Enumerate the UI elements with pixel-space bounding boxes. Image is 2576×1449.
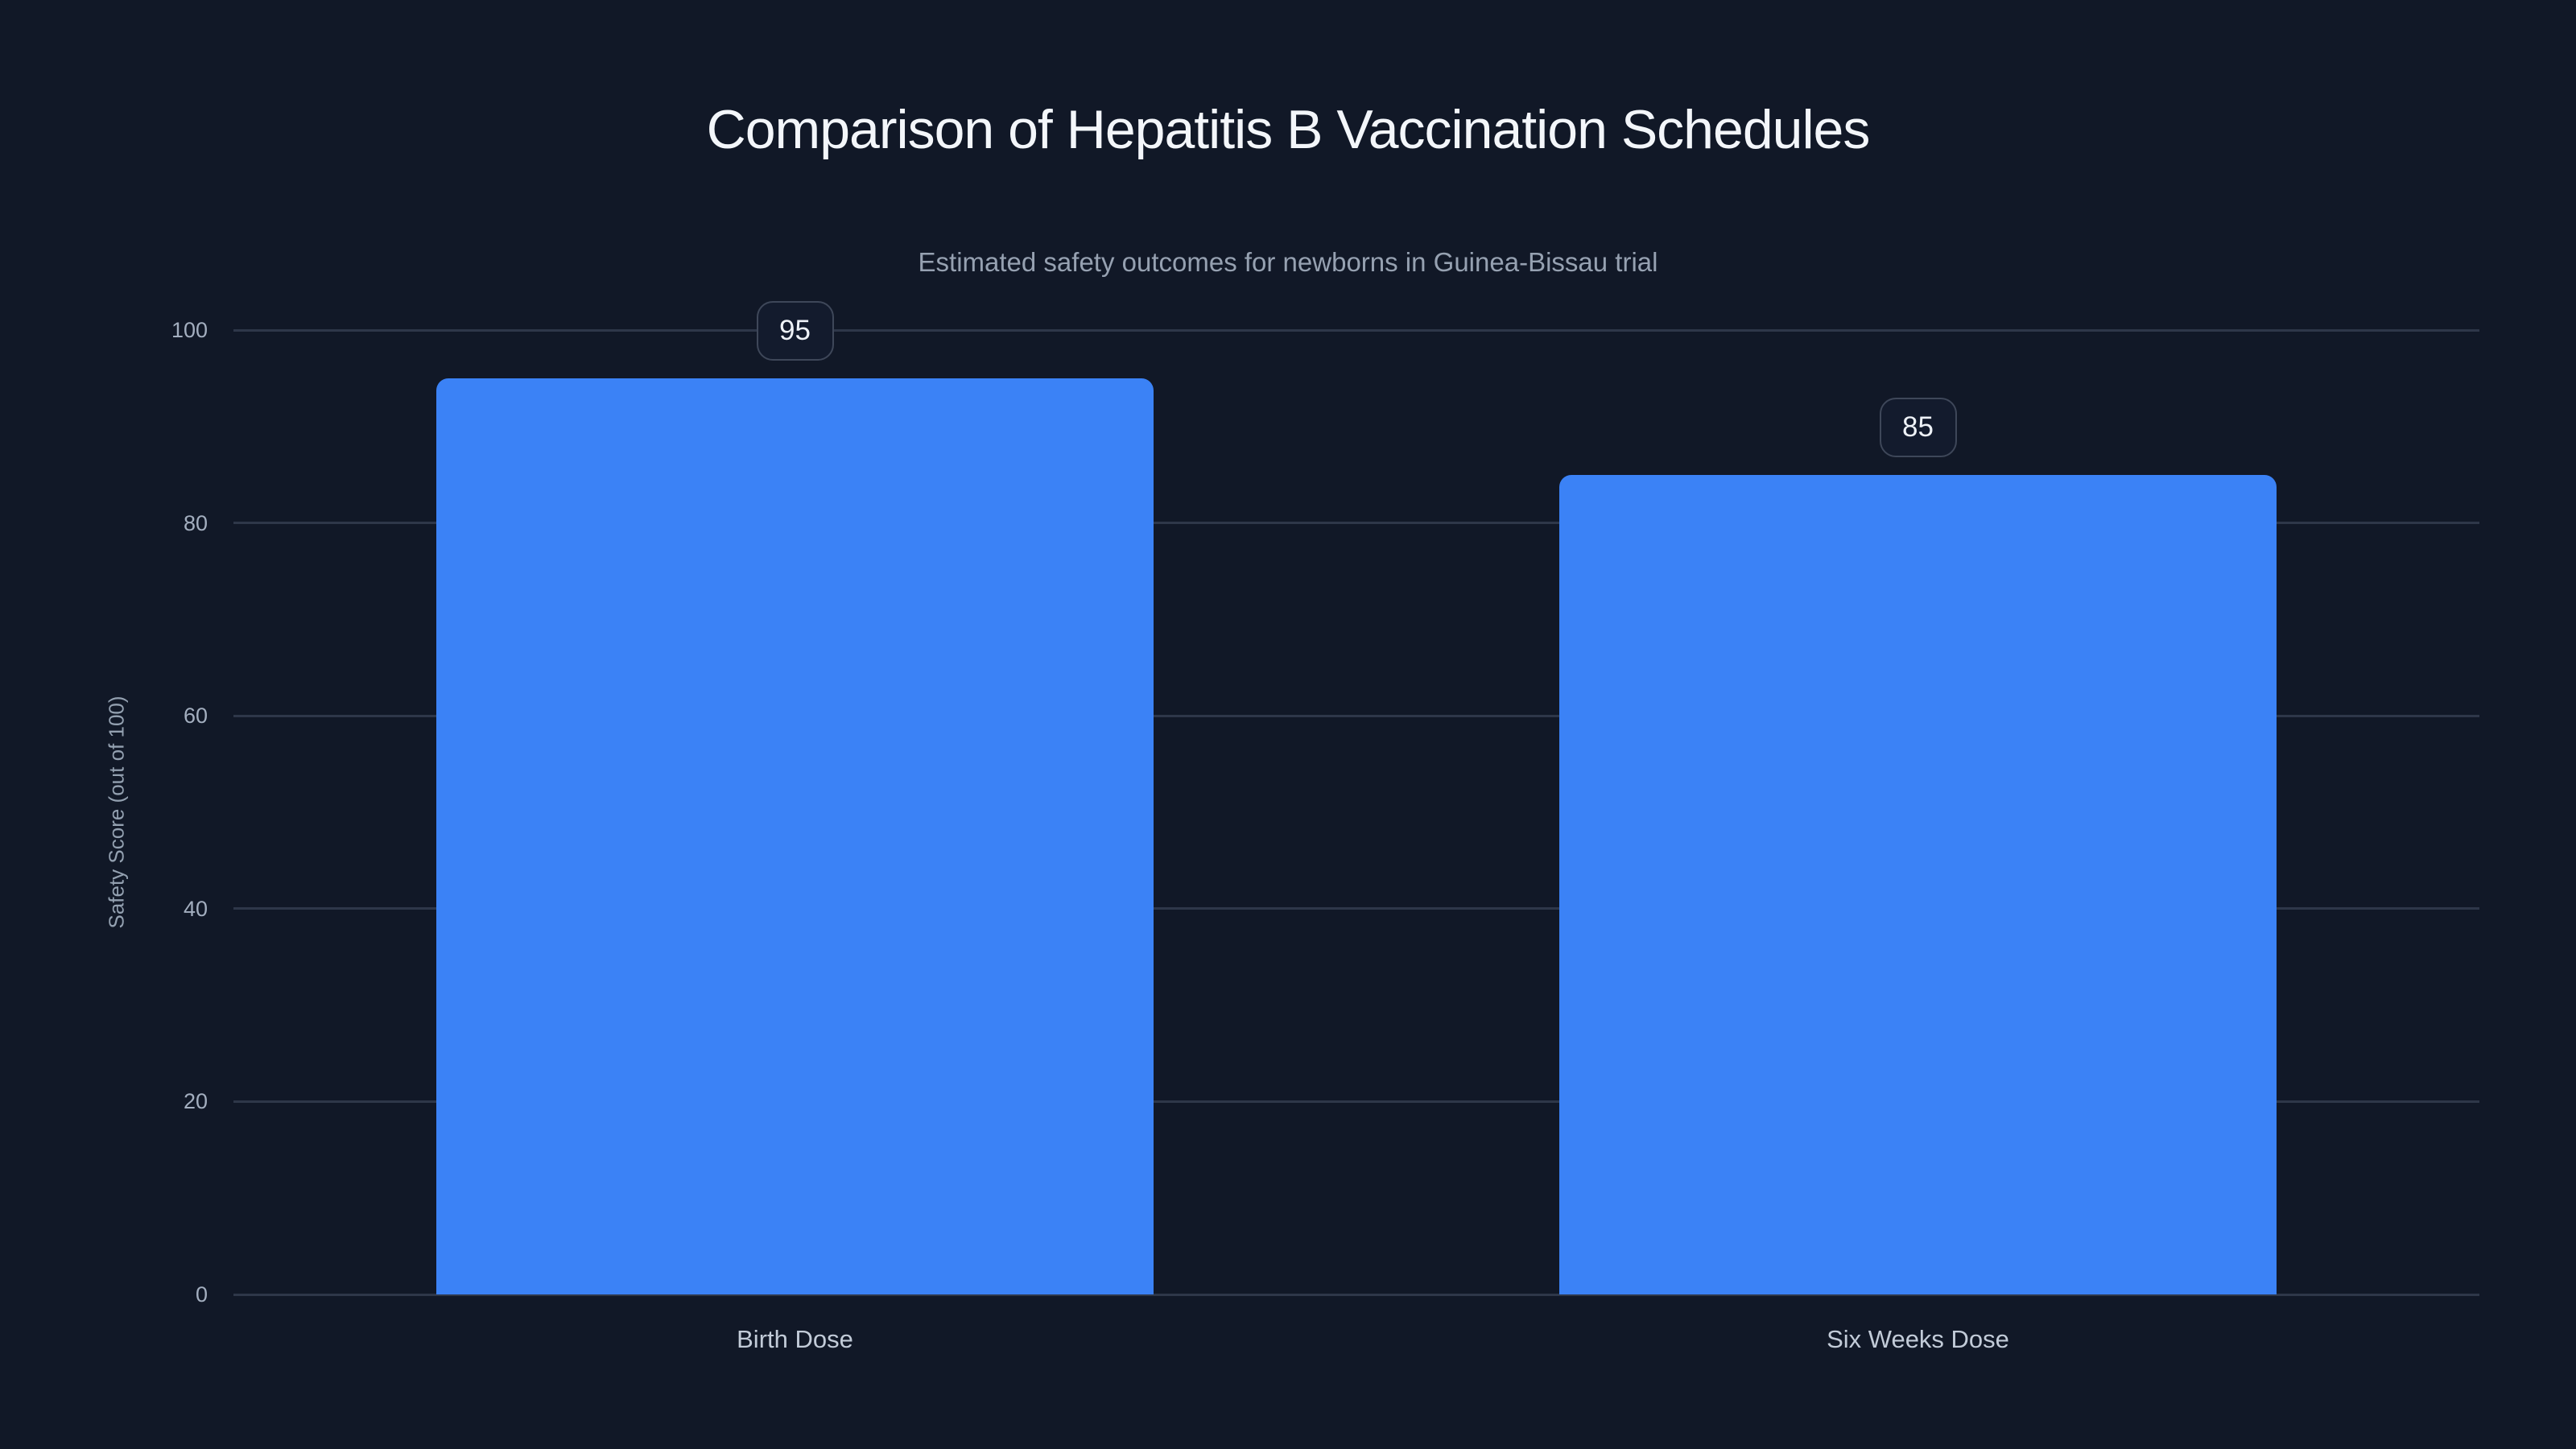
y-tick-label-80: 80 bbox=[183, 510, 208, 535]
gridline-100 bbox=[233, 328, 2479, 332]
bar-six-weeks-dose bbox=[1559, 474, 2277, 1294]
value-badge-birth-dose: 95 bbox=[756, 300, 834, 361]
x-axis-label-six-weeks-dose: Six Weeks Dose bbox=[1827, 1325, 2009, 1353]
gridline-20 bbox=[233, 1100, 2479, 1103]
y-tick-label-60: 60 bbox=[183, 704, 208, 729]
bar-birth-dose bbox=[436, 378, 1154, 1294]
y-tick-label-20: 20 bbox=[183, 1089, 208, 1114]
value-badge-six-weeks-dose: 85 bbox=[1879, 397, 1957, 457]
y-tick-label-40: 40 bbox=[183, 896, 208, 921]
y-tick-label-100: 100 bbox=[171, 318, 208, 342]
chart-subtitle: Estimated safety outcomes for newborns i… bbox=[918, 247, 1658, 277]
gridline-60 bbox=[233, 714, 2479, 717]
y-tick-label-0: 0 bbox=[195, 1282, 208, 1307]
gridline-0 bbox=[233, 1293, 2479, 1296]
x-axis-label-birth-dose: Birth Dose bbox=[737, 1325, 853, 1353]
y-axis-title: Safety Score (out of 100) bbox=[104, 696, 129, 929]
gridline-40 bbox=[233, 907, 2479, 910]
gridline-80 bbox=[233, 522, 2479, 525]
chart-title: Comparison of Hepatitis B Vaccination Sc… bbox=[706, 99, 1871, 160]
